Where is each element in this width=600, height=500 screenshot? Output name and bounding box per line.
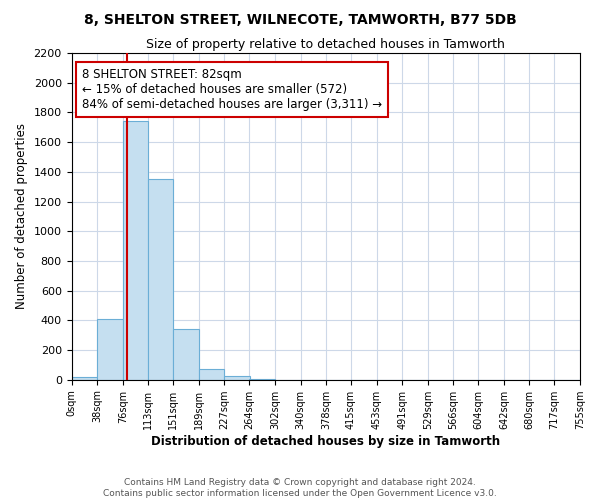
Bar [148,180,173,380]
Title: Size of property relative to detached houses in Tamworth: Size of property relative to detached ho… [146,38,505,51]
Text: 8 SHELTON STREET: 82sqm
← 15% of detached houses are smaller (572)
84% of semi-d: 8 SHELTON STREET: 82sqm ← 15% of detache… [82,68,382,111]
Bar [173,329,199,380]
X-axis label: Distribution of detached houses by size in Tamworth: Distribution of detached houses by size … [151,434,500,448]
Bar [97,319,123,380]
Y-axis label: Number of detached properties: Number of detached properties [15,124,28,310]
Text: Contains HM Land Registry data © Crown copyright and database right 2024.
Contai: Contains HM Land Registry data © Crown c… [103,478,497,498]
Bar [123,122,148,380]
Bar [250,379,275,380]
Bar [71,378,97,380]
Text: 8, SHELTON STREET, WILNECOTE, TAMWORTH, B77 5DB: 8, SHELTON STREET, WILNECOTE, TAMWORTH, … [83,12,517,26]
Bar [199,368,224,380]
Bar [224,376,250,380]
